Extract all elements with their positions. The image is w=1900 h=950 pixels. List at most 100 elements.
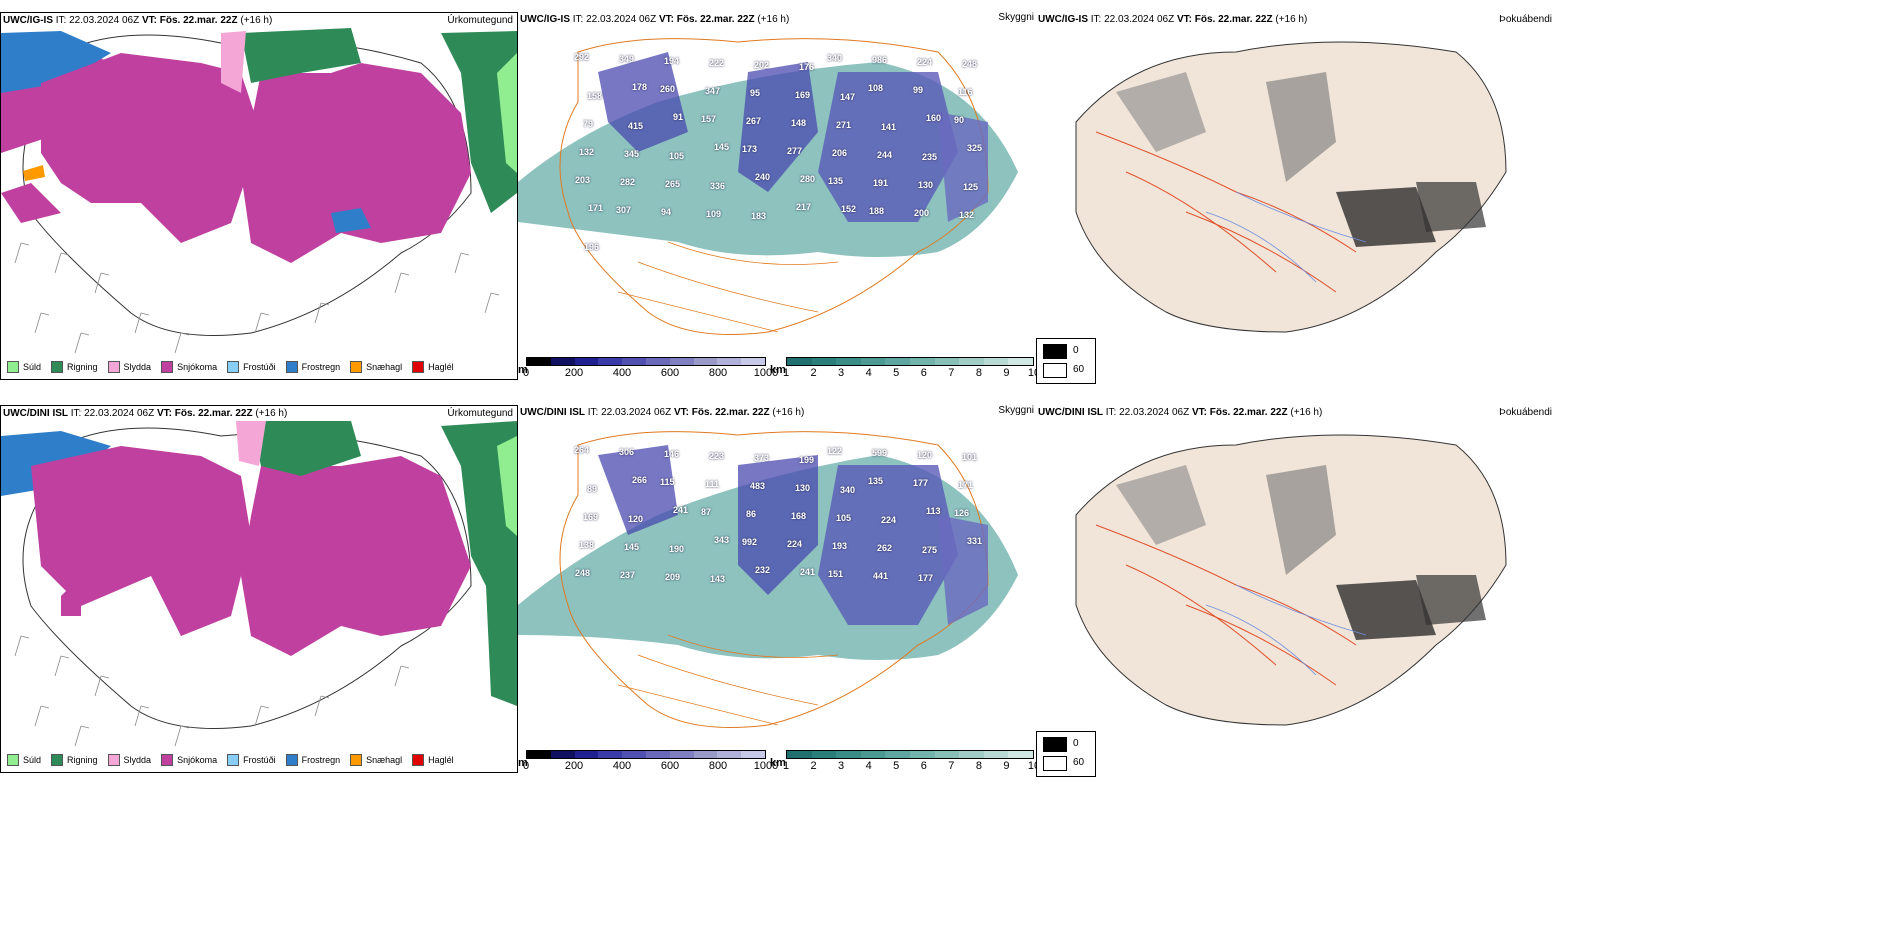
ceiling-value-label: 135 bbox=[828, 176, 844, 186]
colorbar-tick-label: 800 bbox=[708, 760, 728, 771]
ceiling-value-label: 199 bbox=[799, 455, 815, 465]
ceiling-value-label: 266 bbox=[632, 475, 648, 485]
legend-item: Haglél bbox=[412, 754, 454, 766]
legend-item: Súld bbox=[7, 361, 41, 373]
ceiling-value-label: 282 bbox=[620, 177, 636, 187]
colorbar-tick-label: 7 bbox=[948, 367, 955, 378]
ceiling-value-label: 122 bbox=[827, 446, 843, 456]
colorbar-cell bbox=[836, 358, 861, 365]
colorbar-cell bbox=[860, 358, 886, 365]
panel-title: Þokuábendi bbox=[1499, 14, 1552, 25]
ceiling-value-label: 209 bbox=[665, 572, 681, 582]
panel-header: UWC/DINI ISL IT: 22.03.2024 06Z VT: Fös.… bbox=[520, 407, 804, 418]
ceiling-unit: m bbox=[518, 757, 528, 769]
ceiling-value-label: 178 bbox=[632, 82, 648, 92]
colorbar-cell bbox=[527, 751, 551, 758]
colorbar-tick-label: 4 bbox=[865, 367, 872, 378]
ceiling-value-label: 138 bbox=[579, 540, 595, 550]
colorbar-cell bbox=[645, 358, 670, 365]
ceiling-value-label: 116 bbox=[958, 87, 973, 97]
ceiling-value-label: 196 bbox=[584, 242, 600, 252]
legend-item: Súld bbox=[7, 754, 41, 766]
colorbar-tick-label: 5 bbox=[893, 760, 900, 771]
precip-type-map-bottom: UWC/DINI ISL IT: 22.03.2024 06Z VT: Fös.… bbox=[0, 405, 518, 773]
ceiling-value-label: 87 bbox=[701, 507, 712, 517]
ceiling-value-label: 441 bbox=[873, 571, 889, 581]
ceiling-value-label: 336 bbox=[710, 181, 726, 191]
colorbar-tick-label: 800 bbox=[708, 367, 728, 378]
colorbar-cell bbox=[811, 358, 837, 365]
colorbar-cell bbox=[959, 751, 984, 758]
panel-title: Úrkomutegund bbox=[447, 15, 513, 26]
vt-value: Fös. 22.mar. 22Z bbox=[174, 408, 253, 419]
ceiling-value-label: 248 bbox=[575, 568, 591, 578]
ceiling-value-label: 101 bbox=[962, 452, 978, 462]
colorbar-cell bbox=[527, 358, 551, 365]
ceiling-value-label: 132 bbox=[579, 147, 595, 157]
ceiling-value-label: 108 bbox=[868, 83, 884, 93]
ceiling-value-label: 275 bbox=[922, 545, 938, 555]
colorbar-cells bbox=[526, 750, 766, 759]
visibility-unit: km bbox=[770, 757, 786, 769]
ceiling-value-label: 193 bbox=[832, 541, 848, 551]
ceiling-value-label: 126 bbox=[954, 508, 970, 518]
colorbar-cell bbox=[983, 751, 1009, 758]
legend-item: Snæhagl bbox=[350, 361, 402, 373]
ceiling-value-label: 224 bbox=[881, 515, 897, 525]
it-label: IT: bbox=[1105, 407, 1117, 418]
visibility-unit: km bbox=[770, 364, 786, 376]
ceiling-value-label: 120 bbox=[628, 514, 644, 524]
lead-time: (+16 h) bbox=[757, 14, 790, 25]
panel-title: Skyggni bbox=[998, 405, 1034, 416]
ceiling-value-label: 343 bbox=[714, 535, 730, 545]
colorbar-cell bbox=[787, 751, 812, 758]
colorbar-cell bbox=[622, 358, 646, 365]
colorbar-tick-label: 400 bbox=[612, 367, 632, 378]
ceiling-value-label: 237 bbox=[620, 570, 636, 580]
model-name: UWC/IG-IS bbox=[520, 14, 570, 25]
ceiling-value-label: 986 bbox=[872, 55, 888, 65]
ceiling-value-label: 241 bbox=[800, 567, 816, 577]
it-label: IT: bbox=[587, 407, 599, 418]
ceiling-value-label: 222 bbox=[709, 58, 725, 68]
vt-label: VT: bbox=[1176, 14, 1192, 25]
colorbar-tick-label: 1000 bbox=[753, 367, 779, 378]
colorbar-tick-label: 400 bbox=[612, 760, 632, 771]
colorbar-cell bbox=[574, 751, 599, 758]
model-name: UWC/DINI ISL bbox=[3, 408, 68, 419]
colorbar-cell bbox=[885, 751, 910, 758]
ceiling-value-label: 260 bbox=[660, 84, 676, 94]
colorbar-cell bbox=[860, 751, 886, 758]
it-label: IT: bbox=[572, 14, 584, 25]
ceiling-value-label: 177 bbox=[913, 478, 929, 488]
ceiling-value-label: 115 bbox=[660, 477, 675, 487]
ceiling-value-label: 307 bbox=[616, 205, 632, 215]
ceiling-value-label: 94 bbox=[661, 207, 672, 217]
precip-legend: Súld Rigning Slydda Snjókoma Frostúði Fr… bbox=[7, 754, 454, 766]
colorbar-tick-label: 7 bbox=[948, 760, 955, 771]
colorbar-cells bbox=[786, 750, 1034, 759]
ceiling-value-label: 340 bbox=[840, 485, 856, 495]
colorbar-tick-label: 2 bbox=[810, 760, 817, 771]
colorbar-cell bbox=[669, 751, 694, 758]
panel-header: UWC/IG-IS IT: 22.03.2024 06Z VT: Fös. 22… bbox=[1038, 14, 1307, 25]
it-value: 22.03.2024 06Z bbox=[84, 408, 155, 419]
panel-header: UWC/DINI ISL IT: 22.03.2024 06Z VT: Fös.… bbox=[3, 408, 287, 419]
ceiling-colorbar: 0 200 400 600 800 1000 bbox=[523, 357, 778, 378]
colorbar-cell bbox=[693, 358, 718, 365]
ceiling-value-label: 169 bbox=[795, 90, 811, 100]
fog-legend-bottom: 0 60 bbox=[1036, 731, 1096, 777]
ceiling-value-label: 146 bbox=[664, 449, 680, 459]
colorbar-cell bbox=[717, 751, 742, 758]
ceiling-value-label: 248 bbox=[962, 59, 978, 69]
lead-time: (+16 h) bbox=[240, 15, 273, 26]
colorbar-cell bbox=[934, 358, 960, 365]
fog-indicator-map-top: UWC/IG-IS IT: 22.03.2024 06Z VT: Fös. 22… bbox=[1036, 12, 1556, 342]
ceiling-colorbar: 0 200 400 600 800 1000 bbox=[523, 750, 778, 771]
ceiling-value-label: 191 bbox=[873, 178, 889, 188]
colorbar-cells bbox=[526, 357, 766, 366]
colorbar-tick-label: 10 bbox=[1027, 760, 1038, 771]
it-value: 22.03.2024 06Z bbox=[586, 14, 657, 25]
ceiling-value-label: 345 bbox=[624, 149, 640, 159]
ceiling-value-label: 145 bbox=[714, 142, 730, 152]
